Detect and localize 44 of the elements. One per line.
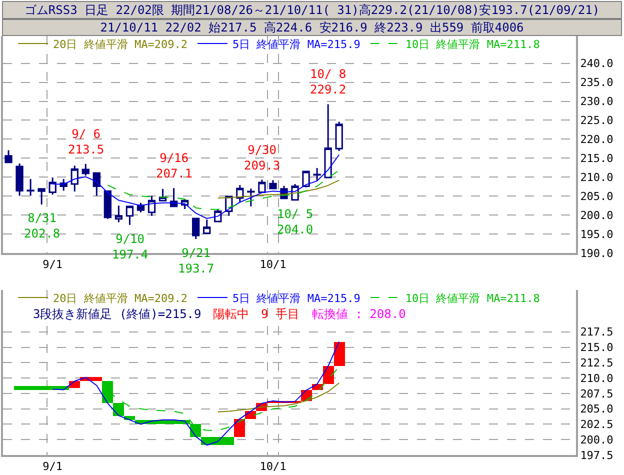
legend-label: 20日 終値平滑 MA=209.2 (53, 292, 188, 305)
y-tick-label: 230.0 (580, 95, 614, 108)
y-tick-label: 200.0 (580, 208, 614, 222)
x-tick-label: 9/1 (42, 258, 63, 272)
annotation: 3段抜き新値足 (終値)=215.9 (33, 307, 202, 321)
legend-label: 5日 終値平滑 MA=215.9 (232, 292, 360, 305)
x-tick-label: 10/1 (260, 460, 286, 474)
y-tick-label: 205.0 (580, 190, 614, 203)
chart-subtitle: 21/10/11 22/02 始217.5 高224.6 安216.9 終223.9 出559 前取4006 (100, 20, 524, 34)
y-tick-label: 210.0 (580, 170, 614, 184)
y-tick-label: 207.5 (580, 387, 614, 400)
annotation: 9/21 193.7 (178, 246, 214, 276)
y-tick-label: 195.0 (580, 228, 614, 241)
annotation: 9/30 209.3 (244, 143, 280, 173)
legend-label: 5日 終値平滑 MA=215.9 (232, 38, 360, 51)
annotation: 9/16 207.1 (156, 151, 192, 181)
annotation: 10/ 8 229.2 (310, 67, 346, 97)
annotation: 転換値 : 208.0 (312, 307, 406, 321)
y-tick-label: 235.0 (580, 76, 614, 90)
annotation: 8/31 202.8 (24, 211, 60, 241)
annotation: 9/10 197.4 (112, 232, 148, 262)
y-tick-label: 215.0 (580, 152, 614, 166)
y-tick-label: 197.5 (580, 448, 614, 462)
annotation: 9 手目 (261, 307, 300, 321)
annotation: 10/ 5 204.0 (277, 207, 314, 237)
y-tick-label: 190.0 (580, 246, 614, 260)
y-tick-label: 200.0 (580, 433, 614, 446)
y-tick-label: 240.0 (580, 57, 614, 70)
x-tick-label: 9/1 (42, 460, 63, 474)
legend-label: 10日 終値平滑 MA=211.8 (405, 292, 540, 305)
chart-title: ゴムRSS3 日足 22/02限 期間21/08/26～21/10/11( 31)高229.2(21/10/08)安193.7(21/09/21) (24, 3, 600, 17)
annotation: 9/ 6 213.5 (68, 127, 104, 157)
x-tick-label: 10/1 (260, 258, 286, 272)
y-tick-label: 212.5 (580, 356, 614, 370)
y-tick-label: 220.0 (580, 133, 614, 146)
annotation: 陽転中 (213, 307, 249, 321)
y-tick-label: 215.0 (580, 341, 614, 354)
y-tick-label: 217.5 (580, 326, 614, 339)
legend-label: 20日 終値平滑 MA=209.2 (53, 38, 188, 51)
y-tick-label: 205.0 (580, 402, 614, 416)
y-tick-label: 210.0 (580, 372, 614, 385)
y-tick-label: 225.0 (580, 114, 614, 128)
legend-label: 10日 終値平滑 MA=211.8 (405, 38, 540, 51)
y-tick-label: 202.5 (580, 418, 614, 432)
